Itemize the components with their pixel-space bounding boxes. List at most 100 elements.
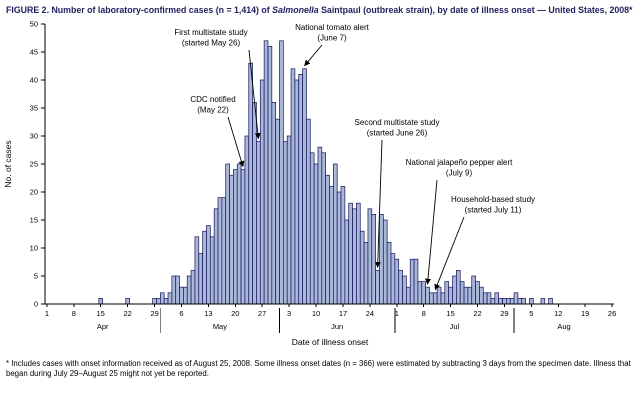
bar <box>521 297 526 305</box>
epi-curve-chart: 0 5 10 15 20 25 30 35 40 45 50 1 8 15 22 29 6 13 20 27 3 10 17… <box>0 17 641 357</box>
bar <box>313 163 319 305</box>
y-tick-label: 50 <box>30 19 38 28</box>
bar <box>309 152 315 305</box>
bar <box>283 141 288 305</box>
bar <box>306 118 311 305</box>
figure-title-suffix: Saintpaul (outbreak strain), by date of … <box>318 5 633 15</box>
bar <box>183 286 188 305</box>
bar <box>167 292 173 305</box>
bar <box>517 297 523 305</box>
x-tick-label: 24 <box>366 309 374 318</box>
month-label: May <box>213 322 227 331</box>
bar <box>344 219 350 305</box>
y-tick-label: 45 <box>30 47 38 56</box>
annotation-arrow <box>248 49 261 139</box>
bar <box>275 118 280 305</box>
bar <box>156 297 161 305</box>
bar <box>471 275 476 305</box>
bar <box>367 208 373 305</box>
y-axis-title: No. of cases <box>3 140 13 187</box>
bar <box>298 73 303 305</box>
bar <box>225 163 230 305</box>
x-tick-label: 20 <box>231 309 239 318</box>
bar <box>302 68 307 305</box>
annotation-arrow <box>304 44 323 67</box>
x-tick-label: 1 <box>45 309 49 318</box>
bar <box>321 152 326 305</box>
bar <box>490 297 496 305</box>
x-tick-label: 12 <box>554 309 562 318</box>
bar <box>540 297 546 305</box>
bar <box>206 225 211 305</box>
month-label: Apr <box>97 322 109 331</box>
bar <box>417 281 423 305</box>
bar <box>452 275 457 305</box>
bar <box>386 241 392 305</box>
y-tick-label: 10 <box>30 243 38 252</box>
month-label: Jul <box>450 322 460 331</box>
x-tick-label: 8 <box>422 309 426 318</box>
bar <box>463 286 469 305</box>
y-tick-label: 5 <box>34 271 38 280</box>
bar <box>340 185 346 305</box>
x-tick-label: 1 <box>395 309 399 318</box>
bar <box>479 286 484 305</box>
bar <box>409 258 415 305</box>
bar <box>194 236 200 305</box>
bar <box>475 281 480 305</box>
annotation-arrow <box>227 116 245 167</box>
x-tick-label: 26 <box>608 309 616 318</box>
bar <box>332 163 338 305</box>
y-tick-label: 25 <box>30 159 38 168</box>
annotation-arrow <box>374 139 383 268</box>
x-tick-label: 8 <box>72 309 76 318</box>
x-tick-label: 15 <box>97 309 105 318</box>
bar <box>244 135 250 305</box>
bar <box>290 68 296 305</box>
bar <box>240 169 246 305</box>
bar <box>498 297 503 305</box>
bar <box>259 79 265 305</box>
x-tick-label: 15 <box>446 309 454 318</box>
x-tick-label: 19 <box>581 309 589 318</box>
month-label: Jun <box>331 322 343 331</box>
bar <box>394 258 400 305</box>
bar <box>494 292 500 305</box>
bar <box>436 286 442 305</box>
bar <box>175 275 180 305</box>
y-tick-label: 15 <box>30 215 38 224</box>
bar <box>448 286 453 305</box>
bar <box>221 197 227 305</box>
bar <box>171 275 177 305</box>
bar <box>336 191 342 305</box>
x-tick-label: 29 <box>150 309 158 318</box>
bar <box>548 297 553 305</box>
bar <box>459 281 465 305</box>
annotation-arrow <box>434 216 465 291</box>
bar <box>217 197 223 305</box>
annotation-label: Household-based study (started July 11) <box>451 195 535 215</box>
bar <box>329 185 334 305</box>
bar <box>186 275 192 305</box>
bar <box>425 286 430 305</box>
x-tick-label: 22 <box>124 309 132 318</box>
annotation-label: First multistate study (started May 26) <box>174 28 247 48</box>
bar <box>213 208 219 305</box>
bar <box>256 141 261 305</box>
bar <box>325 174 330 305</box>
bar <box>198 253 203 305</box>
bar <box>371 213 376 305</box>
bar <box>190 269 196 305</box>
figure-footnote: * Includes cases with onset information … <box>6 358 631 378</box>
bar <box>236 163 242 305</box>
bar <box>267 45 273 305</box>
bar <box>352 208 357 305</box>
x-tick-label: 3 <box>287 309 291 318</box>
y-tick-label: 35 <box>30 103 38 112</box>
bar <box>502 297 507 305</box>
bar <box>486 292 492 305</box>
bar <box>279 40 284 305</box>
bar <box>202 230 207 305</box>
